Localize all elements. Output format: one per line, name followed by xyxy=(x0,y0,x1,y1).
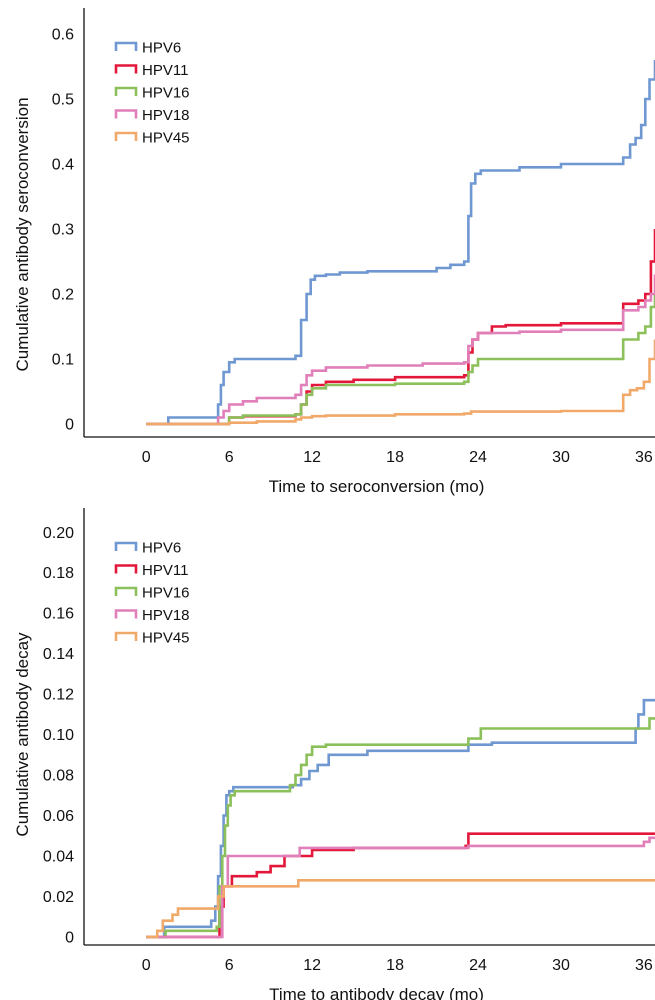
x-tick-label: 30 xyxy=(552,449,570,466)
y-tick-label: 0.06 xyxy=(43,808,74,825)
x-tick-label: 18 xyxy=(386,957,404,974)
y-tick-label: 0.14 xyxy=(43,646,74,663)
series-line-hpv18 xyxy=(146,274,655,426)
series-line-hpv11 xyxy=(146,229,655,426)
y-tick-label: 0.3 xyxy=(52,222,74,239)
legend-swatch-hpv6 xyxy=(114,41,138,51)
y-tick-label: 0.20 xyxy=(43,525,74,542)
legend-label: HPV6 xyxy=(142,40,181,57)
x-tick-label: 6 xyxy=(225,449,234,466)
y-tick-label: 0.5 xyxy=(52,92,74,109)
legend-label: HPV6 xyxy=(142,540,181,557)
y-tick-label: 0.02 xyxy=(43,889,74,906)
y-tick-label: 0 xyxy=(65,929,74,946)
x-tick-label: 0 xyxy=(142,957,151,974)
y-tick-label: 0.2 xyxy=(52,287,74,304)
legend-label: HPV45 xyxy=(142,130,190,147)
y-tick-label: 0.16 xyxy=(43,606,74,623)
legend-label: HPV16 xyxy=(142,85,190,102)
x-tick-label: 36 xyxy=(635,449,653,466)
x-tick-label: 12 xyxy=(303,449,321,466)
chart-2: 0 0.02 0.04 0.06 0.08 0.10 0.12 0.14 0.16 0.18 0.2… xyxy=(13,508,655,1000)
legend-swatch-hpv45 xyxy=(114,131,138,141)
legend-label: HPV11 xyxy=(142,62,188,79)
chart-1: 0 0.1 0.2 0.3 0.4 0.5 0.6 0 6 12 18 24 30 36 Time to s… xyxy=(13,8,655,496)
y-tick-label: 0.08 xyxy=(43,768,74,785)
series-line-hpv45 xyxy=(146,879,655,939)
x-tick-label: 30 xyxy=(552,957,570,974)
legend: HPV6 HPV11 HPV16 HPV18 HPV45 xyxy=(114,40,190,147)
legend-swatch-hpv45 xyxy=(114,631,138,641)
legend: HPV6 HPV11 HPV16 HPV18 HPV45 xyxy=(114,540,190,647)
legend-swatch-hpv16 xyxy=(114,86,138,96)
y-axis-title: Cumulative antibody decay xyxy=(13,632,32,837)
y-tick-label: 0.04 xyxy=(43,848,74,865)
series-line-hpv16 xyxy=(146,294,655,426)
legend-label: HPV11 xyxy=(142,562,188,579)
x-tick-label: 24 xyxy=(469,957,487,974)
series-line-hpv6 xyxy=(146,60,655,426)
y-tick-label: 0.10 xyxy=(43,727,74,744)
x-tick-label: 36 xyxy=(635,957,653,974)
x-tick-label: 24 xyxy=(469,449,487,466)
x-axis-title: Time to seroconversion (mo) xyxy=(269,477,485,496)
legend-swatch-hpv16 xyxy=(114,586,138,596)
legend-swatch-hpv11 xyxy=(114,564,138,574)
x-tick-label: 18 xyxy=(386,449,404,466)
legend-swatch-hpv11 xyxy=(114,64,138,74)
x-tick-label: 6 xyxy=(225,957,234,974)
y-tick-label: 0.6 xyxy=(52,27,74,44)
legend-label: HPV16 xyxy=(142,585,190,602)
legend-swatch-hpv6 xyxy=(114,541,138,551)
y-tick-label: 0 xyxy=(65,417,74,434)
legend-swatch-hpv18 xyxy=(114,109,138,119)
x-axis-title: Time to antibody decay (mo) xyxy=(269,985,484,1000)
x-tick-label: 0 xyxy=(142,449,151,466)
legend-label: HPV45 xyxy=(142,630,190,647)
y-tick-label: 0.1 xyxy=(52,352,74,369)
y-tick-label: 0.18 xyxy=(43,565,74,582)
series-line-hpv45 xyxy=(146,339,655,426)
y-axis-title: Cumulative antibody seroconversion xyxy=(13,97,32,371)
legend-swatch-hpv18 xyxy=(114,609,138,619)
y-tick-label: 0.12 xyxy=(43,687,74,704)
x-tick-label: 12 xyxy=(303,957,321,974)
y-tick-label: 0.4 xyxy=(52,157,74,174)
legend-label: HPV18 xyxy=(142,107,190,124)
series-line-hpv16 xyxy=(146,717,655,939)
legend-label: HPV18 xyxy=(142,607,190,624)
